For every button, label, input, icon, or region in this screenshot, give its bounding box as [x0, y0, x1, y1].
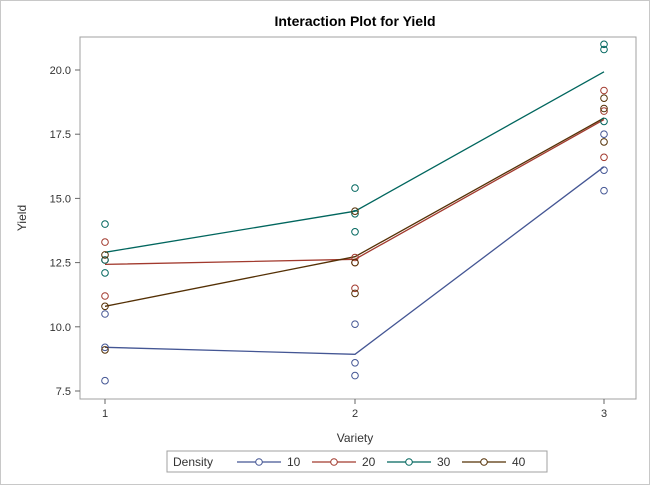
x-tick-label: 2	[352, 408, 358, 420]
legend-swatch-marker-20	[330, 458, 338, 466]
data-point-20	[600, 153, 608, 162]
y-axis-label: Yield	[15, 205, 29, 231]
x-axis: 1 2 3	[102, 399, 607, 420]
data-point-10	[600, 130, 608, 138]
data-point-10	[351, 359, 359, 367]
legend-swatch-marker-10	[255, 458, 263, 466]
y-tick-label: 17.5	[50, 129, 71, 141]
legend-swatch-marker-40	[480, 458, 488, 466]
data-point-20	[600, 107, 608, 115]
data-point-20	[351, 284, 359, 293]
legend: Density 10 20 30 40	[166, 450, 548, 473]
legend-label-30: 30	[437, 455, 451, 469]
series-line-40	[104, 117, 605, 307]
data-point-30	[101, 220, 109, 228]
data-point-30	[101, 256, 109, 264]
y-tick-label: 7.5	[56, 386, 71, 398]
data-point-40	[600, 94, 608, 102]
data-point-40	[351, 207, 359, 215]
y-tick-label: 12.5	[50, 258, 71, 270]
data-point-10	[351, 371, 359, 380]
data-point-30	[600, 45, 608, 54]
data-point-10	[101, 310, 109, 318]
data-point-30	[600, 117, 608, 126]
data-point-40	[351, 258, 359, 267]
data-point-10	[600, 166, 608, 174]
x-tick-label: 3	[601, 408, 607, 420]
legend-label-10: 10	[287, 455, 301, 469]
legend-entries: 10 20 30 40	[237, 455, 526, 469]
y-tick-label: 20.0	[50, 65, 71, 77]
data-point-10	[101, 376, 109, 385]
legend-title: Density	[173, 455, 213, 469]
data-point-10	[351, 320, 359, 329]
data-point-40	[101, 346, 109, 354]
y-tick-label: 15.0	[50, 193, 71, 205]
data-point-30	[600, 40, 608, 49]
data-point-20	[600, 86, 608, 95]
series-lines	[104, 71, 605, 355]
legend-label-40: 40	[512, 455, 526, 469]
data-point-40	[600, 138, 608, 146]
y-tick-label: 10.0	[50, 322, 71, 334]
chart-title: Interaction Plot for Yield	[274, 13, 435, 29]
legend-swatch-marker-30	[405, 458, 413, 466]
data-point-40	[600, 104, 608, 113]
data-point-20	[351, 253, 359, 262]
x-axis-label: Variety	[337, 431, 373, 445]
x-tick-label: 1	[102, 408, 108, 420]
y-axis: 7.5 10.0 12.5 15.0 17.5 20.0	[50, 65, 80, 398]
series-points	[101, 40, 608, 385]
legend-label-20: 20	[362, 455, 376, 469]
series-line-20	[104, 119, 605, 266]
data-point-10	[101, 343, 109, 352]
data-point-30	[351, 228, 359, 236]
data-point-30	[351, 210, 359, 218]
legend-box	[166, 450, 548, 473]
data-point-40	[101, 302, 109, 311]
data-point-20	[101, 238, 109, 246]
data-point-30	[101, 269, 109, 277]
data-point-40	[351, 289, 359, 298]
data-point-40	[101, 251, 109, 259]
data-point-10	[600, 186, 608, 195]
data-point-20	[101, 292, 109, 300]
series-line-10	[104, 166, 605, 355]
data-point-30	[351, 184, 359, 192]
plot-area	[79, 36, 637, 400]
series-line-30	[104, 71, 605, 253]
